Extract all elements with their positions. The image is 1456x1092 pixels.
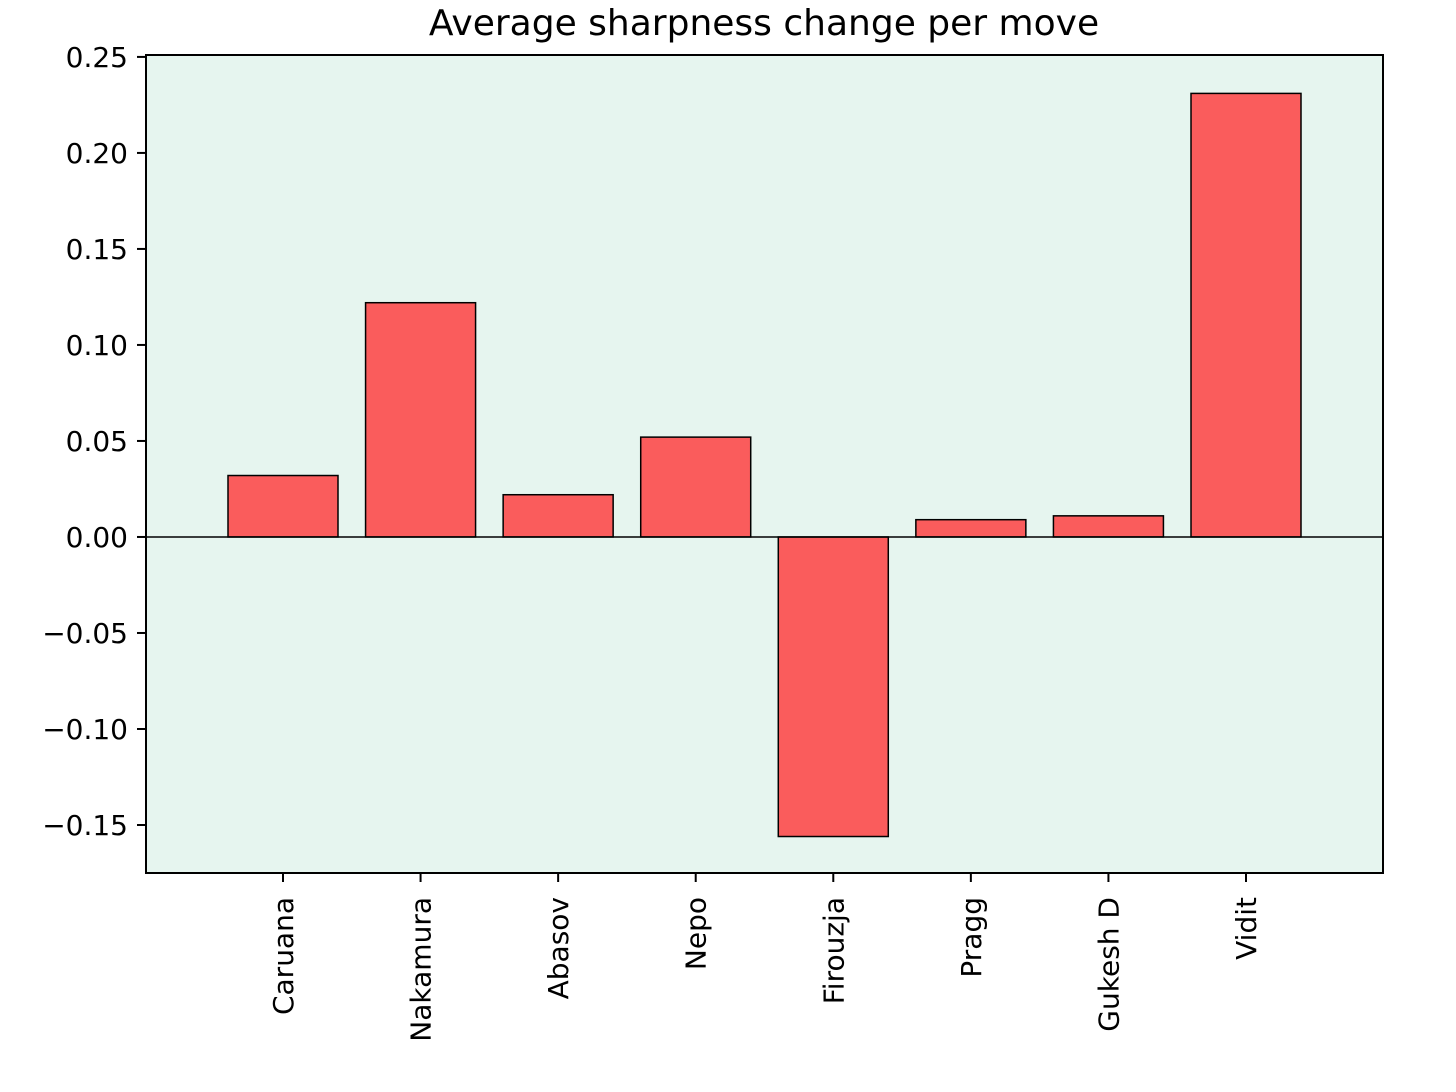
y-axis: −0.15 −0.10 −0.05 0.00 0.05 0.10 0.15 0.20 0.25 [42,41,146,842]
chart-title: Average sharpness change per move [429,3,1099,44]
x-tick-label: Pragg [955,897,988,978]
plot-area [146,55,1383,873]
bar-caruana [227,474,339,538]
bars-group [227,92,1302,838]
y-tick-label: 0.00 [66,521,128,554]
y-tick-label: −0.05 [42,617,128,650]
y-tick-label: 0.10 [66,329,128,362]
x-axis: Caruana Nakamura Abasov Nepo Firouzja Pragg Gu… [267,873,1263,1042]
bar-nepo [639,436,752,538]
x-tick-label: Caruana [267,897,300,1015]
x-tick-label: Abasov [542,897,575,999]
x-tick-label: Nepo [680,897,713,970]
bar-vidit [1190,92,1302,538]
y-tick-label: 0.20 [66,137,128,170]
bar-gukesh-d [1052,515,1165,538]
bar-nakamura [364,301,477,538]
plot-frame [145,54,1384,874]
y-tick-label: 0.05 [66,425,128,458]
y-tick-label: −0.10 [42,713,128,746]
bar-firouzja [777,536,890,838]
y-tick-label: −0.15 [42,809,128,842]
x-tick-label: Firouzja [817,897,850,1004]
bar-pragg [915,518,1027,538]
bar-abasov [502,493,614,538]
x-tick-label: Nakamura [405,897,438,1042]
y-tick-label: 0.15 [66,233,128,266]
y-tick-label: 0.25 [66,41,128,74]
x-tick-label: Vidit [1230,897,1263,960]
x-tick-label: Gukesh D [1092,897,1125,1032]
